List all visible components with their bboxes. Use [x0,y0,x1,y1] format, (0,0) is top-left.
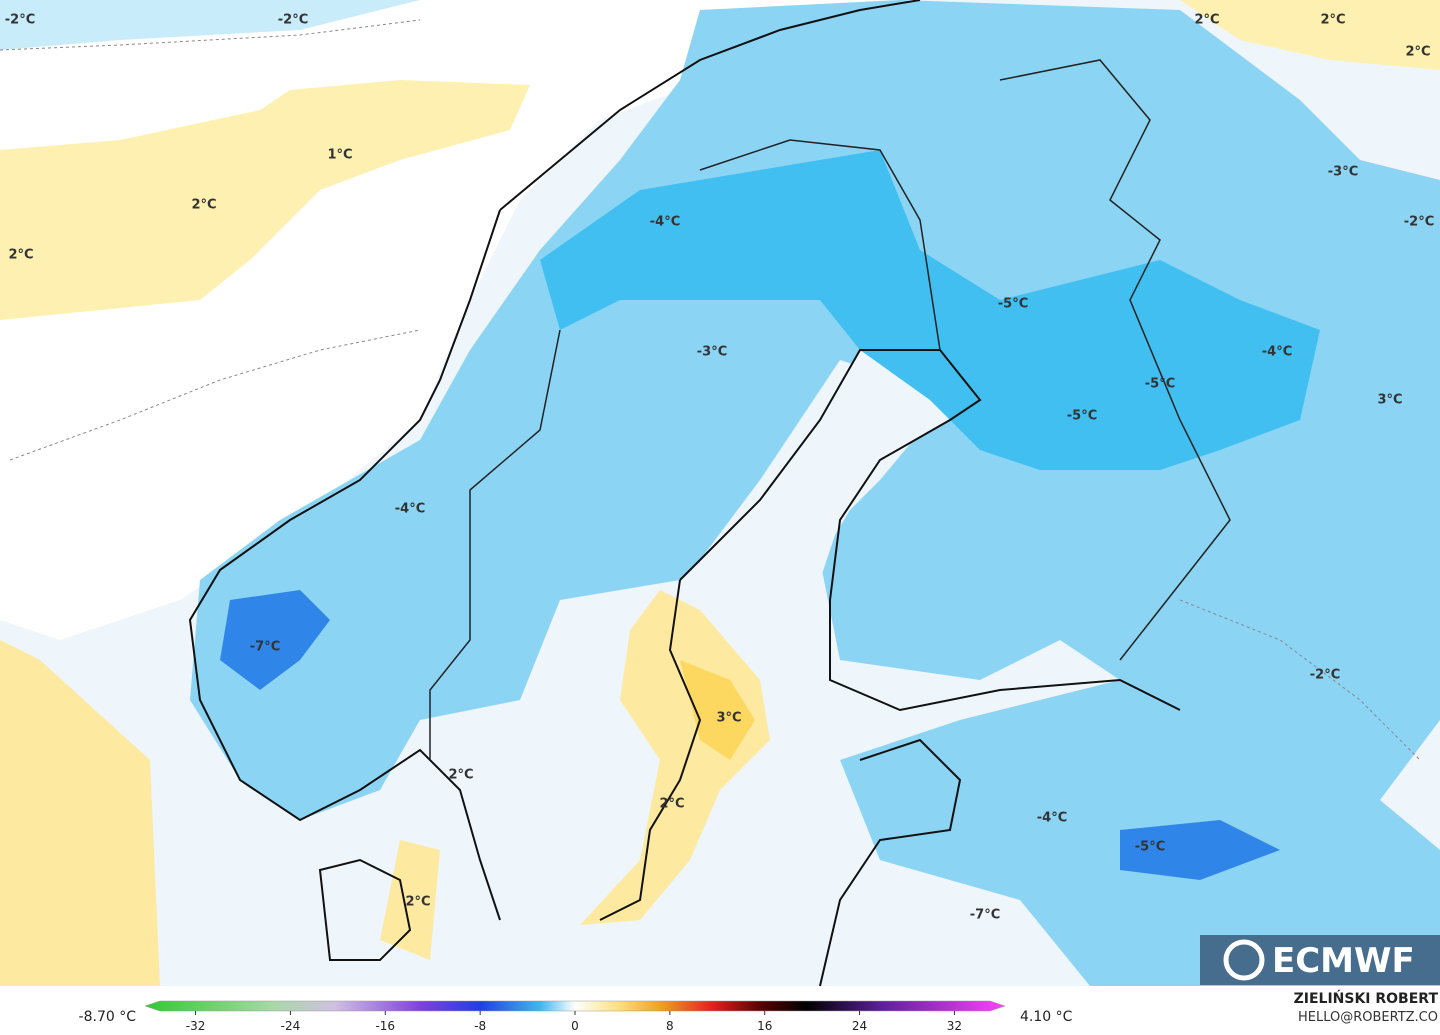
warm-zone [580,590,770,925]
colorbar-tick-label: -32 [186,1019,206,1033]
temperature-label: 2°C [191,198,216,213]
cold-zone [1120,820,1280,880]
colorbar-tick-label: 32 [947,1019,962,1033]
temperature-label: 2°C [448,768,473,783]
cold-zone [0,0,420,50]
colorbar-tick-label: -8 [474,1019,486,1033]
credit-contact: HELLO@ROBERTZ.CO [1298,1010,1438,1025]
logo-text: ECMWF [1272,941,1415,981]
logo-icon [1223,939,1265,981]
colorbar-tick-label: 8 [666,1019,674,1033]
temperature-label: -2°C [5,13,35,28]
warm-zone [380,840,440,960]
colorbar-tick-label: 0 [571,1019,579,1033]
temperature-label: 2°C [1320,13,1345,28]
temperature-label: -5°C [1145,377,1175,392]
colorbar-min-label: -8.70 °C [79,1009,137,1025]
temperature-label: 2°C [659,797,684,812]
colorbar: -8.70 °C 4.10 °C -32 -24 -16 -8 0 8 16 24 32 [79,1000,1073,1033]
gulf [700,360,930,600]
temperature-label: -7°C [970,908,1000,923]
coastline [188,0,1181,987]
temperature-label: -4°C [1262,345,1292,360]
temperature-label: -5°C [1067,409,1097,424]
temperature-label: 2°C [8,248,33,263]
warm-zone [680,660,755,760]
temperature-label: -4°C [1037,811,1067,826]
temperature-label: 2°C [405,895,430,910]
colorbar-tick-label: 24 [852,1019,867,1033]
temperature-labels: -2°C -2°C 2°C 2°C 2°C 1°C 2°C 2°C -4°C -3°C -2°C -5… [5,13,1434,923]
isoline [0,19,1421,761]
temperature-label: -2°C [1310,668,1340,683]
temperature-label: 3°C [716,711,741,726]
logo: ECMWF [1200,935,1440,985]
warm-zone [1180,0,1440,70]
colorbar-tick-label: -24 [281,1019,301,1033]
colorbar-bar [144,1000,1006,1012]
temperature-label: -4°C [395,502,425,517]
cold-zone [540,150,1320,470]
temperature-label: 1°C [327,148,352,163]
temperature-label: -2°C [278,13,308,28]
temperature-label: -5°C [998,297,1028,312]
temperature-label: -4°C [650,215,680,230]
colorbar-tick-label: -16 [375,1019,395,1033]
temperature-label: -5°C [1135,840,1165,855]
temperature-label: -2°C [1404,215,1434,230]
temperature-label: -3°C [697,345,727,360]
temperature-label: 2°C [1405,45,1430,60]
cold-zone [190,0,1440,986]
warm-zone [0,80,530,320]
temperature-label: -7°C [250,640,280,655]
temperature-label: -3°C [1328,165,1358,180]
cold-zone [220,590,330,690]
colorbar-max-label: 4.10 °C [1020,1009,1073,1025]
map [0,0,1440,987]
credit-author: ZIELIŃSKI ROBERT [1294,989,1439,1007]
temperature-label: 2°C [1194,13,1219,28]
border [429,59,1231,760]
colorbar-tick-label: 16 [757,1019,772,1033]
warm-zone [0,640,160,986]
temperature-label: 3°C [1377,393,1402,408]
